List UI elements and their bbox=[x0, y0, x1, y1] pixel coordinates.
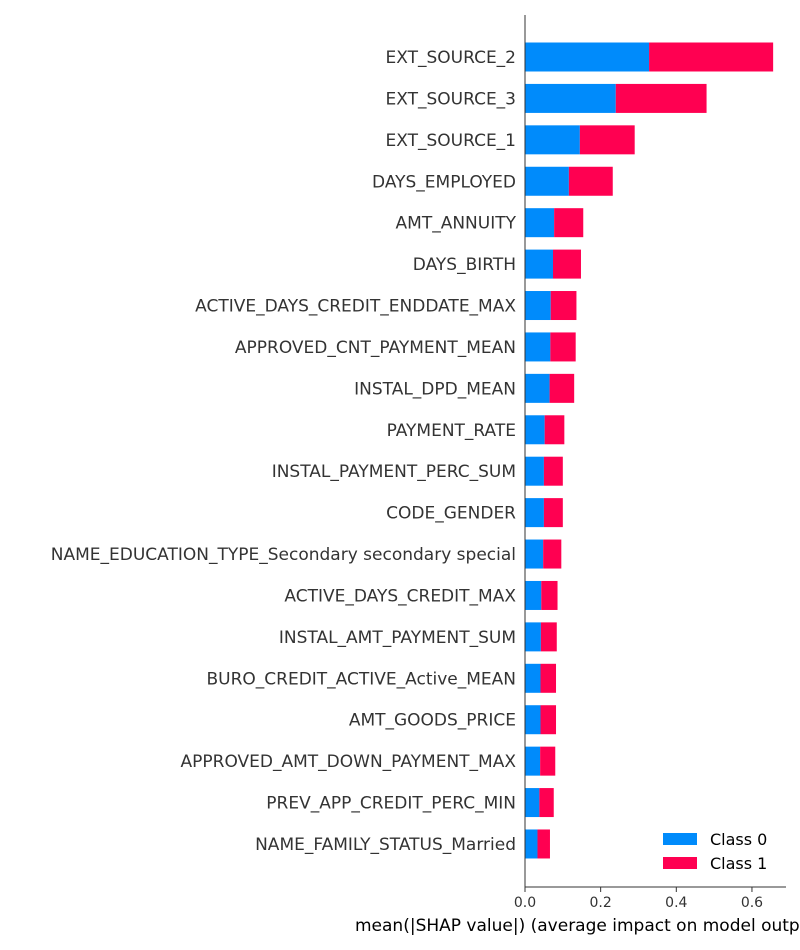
feature-label: ACTIVE_DAYS_CREDIT_MAX bbox=[284, 586, 516, 606]
bar-class0-13 bbox=[525, 580, 542, 610]
bar-class0-5 bbox=[525, 249, 553, 279]
x-tick-label: 0.0 bbox=[514, 895, 536, 911]
feature-label: INSTAL_AMT_PAYMENT_SUM bbox=[279, 628, 516, 648]
feature-label: DAYS_EMPLOYED bbox=[372, 172, 516, 192]
feature-label: CODE_GENDER bbox=[386, 504, 516, 524]
legend: Class 0 Class 1 bbox=[663, 830, 767, 873]
feature-label: AMT_ANNUITY bbox=[396, 214, 517, 234]
bar-class1-5 bbox=[552, 249, 581, 279]
bar-class1-0 bbox=[649, 42, 774, 72]
bar-class1-18 bbox=[539, 788, 554, 818]
bar-class0-3 bbox=[525, 166, 569, 196]
feature-label: EXT_SOURCE_3 bbox=[386, 89, 516, 109]
bar-class0-8 bbox=[525, 373, 550, 403]
bar-class0-18 bbox=[525, 788, 540, 818]
bar-class0-0 bbox=[525, 42, 650, 72]
bar-class0-19 bbox=[525, 829, 538, 859]
bar-class1-17 bbox=[540, 746, 556, 776]
feature-label: INSTAL_PAYMENT_PERC_SUM bbox=[272, 462, 516, 482]
bar-class1-8 bbox=[549, 373, 575, 403]
feature-label: DAYS_BIRTH bbox=[413, 255, 516, 275]
feature-label: APPROVED_AMT_DOWN_PAYMENT_MAX bbox=[181, 752, 517, 772]
feature-label: INSTAL_DPD_MEAN bbox=[354, 379, 516, 399]
feature-label: EXT_SOURCE_2 bbox=[386, 48, 516, 68]
x-tick-label: 0.6 bbox=[741, 895, 763, 911]
feature-label: BURO_CREDIT_ACTIVE_Active_MEAN bbox=[206, 669, 516, 689]
bar-class0-11 bbox=[525, 498, 544, 528]
bar-class0-6 bbox=[525, 291, 551, 321]
bar-class1-1 bbox=[615, 83, 707, 113]
bar-class1-13 bbox=[541, 580, 558, 610]
bar-class1-14 bbox=[540, 622, 557, 652]
bar-class0-9 bbox=[525, 415, 545, 445]
bar-class0-2 bbox=[525, 125, 580, 155]
legend-label-1: Class 1 bbox=[710, 854, 767, 873]
bar-class0-14 bbox=[525, 622, 541, 652]
bar-class1-4 bbox=[554, 208, 584, 238]
bar-class1-16 bbox=[540, 705, 557, 735]
bar-class0-10 bbox=[525, 456, 544, 486]
feature-label: EXT_SOURCE_1 bbox=[386, 131, 516, 151]
bar-class1-2 bbox=[579, 125, 635, 155]
bar-class0-15 bbox=[525, 663, 541, 693]
bar-class1-3 bbox=[568, 166, 613, 196]
feature-label: NAME_FAMILY_STATUS_Married bbox=[255, 835, 516, 855]
bar-class1-6 bbox=[550, 291, 577, 321]
bar-class1-19 bbox=[537, 829, 550, 859]
bars-group bbox=[525, 42, 774, 859]
bar-class0-17 bbox=[525, 746, 541, 776]
bar-class0-7 bbox=[525, 332, 551, 362]
bar-class0-4 bbox=[525, 208, 555, 238]
feature-label: APPROVED_CNT_PAYMENT_MEAN bbox=[235, 338, 516, 358]
feature-label: ACTIVE_DAYS_CREDIT_ENDDATE_MAX bbox=[195, 297, 516, 317]
bar-class1-7 bbox=[550, 332, 576, 362]
bar-class0-12 bbox=[525, 539, 544, 569]
bar-class0-1 bbox=[525, 83, 616, 113]
legend-swatch-1 bbox=[663, 857, 697, 869]
x-axis-label: mean(|SHAP value|) (average impact on mo… bbox=[355, 916, 800, 936]
x-ticks-group: 0.0 0.2 0.4 0.6 bbox=[514, 887, 763, 911]
bar-class1-11 bbox=[543, 498, 563, 528]
feature-labels-group: EXT_SOURCE_2 EXT_SOURCE_3 EXT_SOURCE_1 DAYS… bbox=[51, 48, 517, 855]
bar-class1-12 bbox=[543, 539, 562, 569]
feature-label: PREV_APP_CREDIT_PERC_MIN bbox=[266, 794, 516, 814]
legend-label-0: Class 0 bbox=[710, 830, 767, 849]
bar-class1-15 bbox=[540, 663, 557, 693]
x-tick-label: 0.4 bbox=[665, 895, 687, 911]
feature-label: NAME_EDUCATION_TYPE_Secondary secondary … bbox=[51, 545, 516, 565]
bar-class1-10 bbox=[543, 456, 563, 486]
bar-class0-16 bbox=[525, 705, 541, 735]
x-tick-label: 0.2 bbox=[590, 895, 612, 911]
feature-label: AMT_GOODS_PRICE bbox=[349, 711, 516, 731]
legend-swatch-0 bbox=[663, 833, 697, 845]
feature-label: PAYMENT_RATE bbox=[387, 421, 516, 441]
bar-class1-9 bbox=[544, 415, 565, 445]
